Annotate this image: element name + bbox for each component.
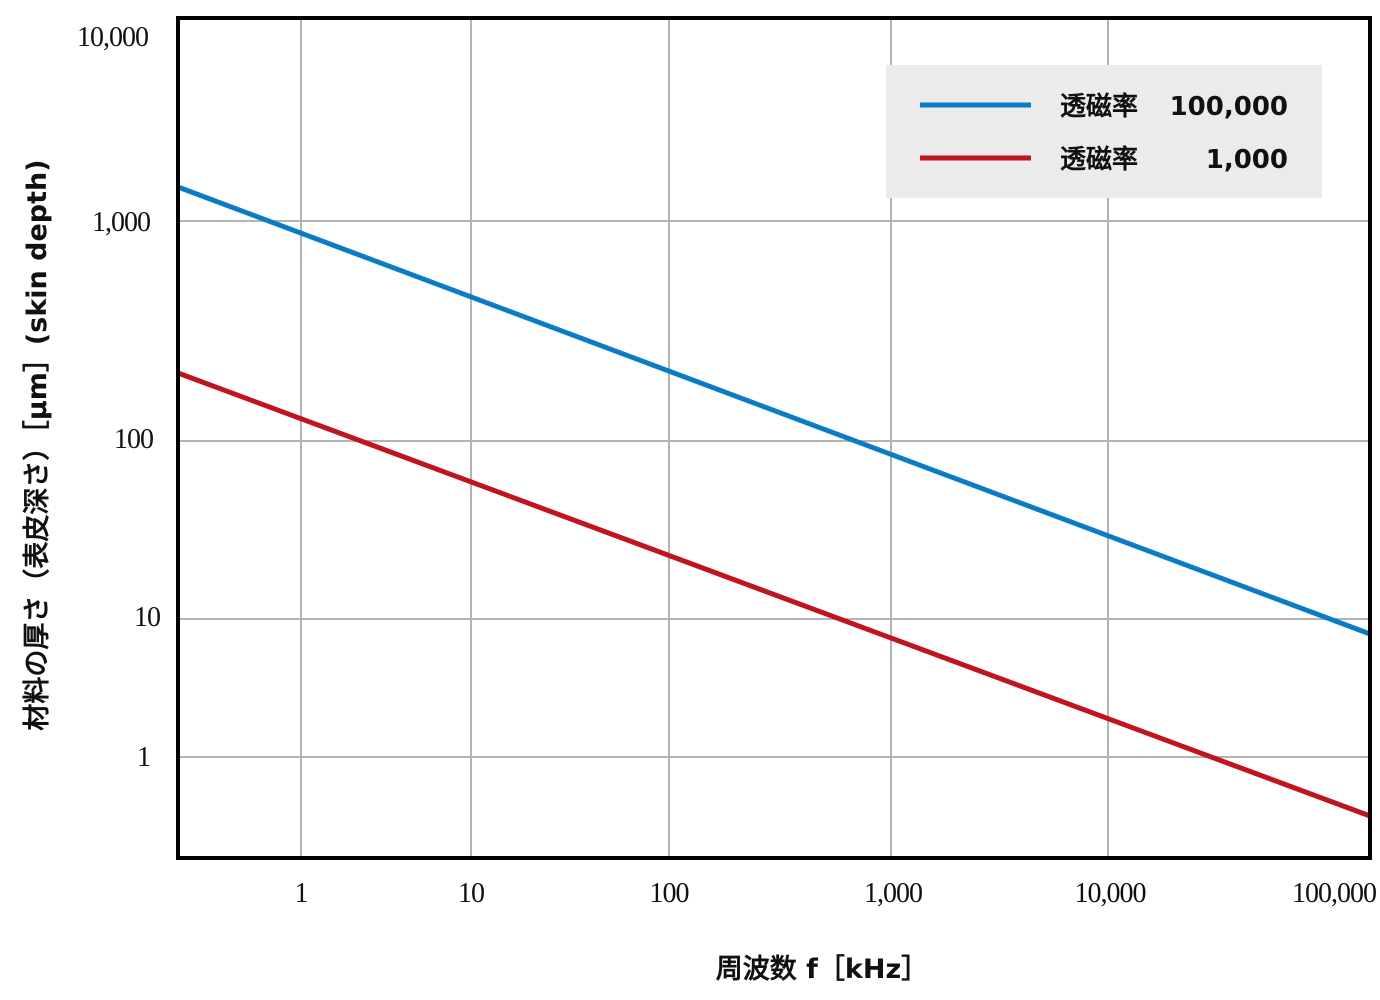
y-axis-title: 材料の厚さ（表皮深さ）［μm］(skin depth) [22, 159, 53, 730]
y-tick-100: 100 [114, 424, 153, 455]
x-tick-1000: 1,000 [864, 878, 922, 909]
x-tick-100: 100 [650, 878, 689, 909]
x-axis-title: 周波数 f［kHz］ [716, 954, 928, 985]
y-gridlines [178, 220, 1370, 758]
legend-label-2: 透磁率 [1060, 144, 1138, 175]
x-tick-10000: 10,000 [1075, 878, 1146, 909]
x-tick-labels: 1 10 100 1,000 10,000 100,000 [295, 878, 1378, 909]
legend-value-2: 1,000 [1206, 145, 1288, 175]
x-tick-100000: 100,000 [1292, 878, 1376, 909]
legend-label-1: 透磁率 [1060, 91, 1138, 122]
y-tick-1: 1 [137, 742, 150, 773]
y-tick-labels: 10,000 1,000 100 10 1 [77, 22, 161, 773]
x-tick-1: 1 [295, 878, 308, 909]
plot-frame [176, 16, 1372, 860]
y-tick-10000: 10,000 [77, 22, 148, 53]
y-tick-10: 10 [134, 602, 160, 633]
y-tick-1000: 1,000 [92, 207, 150, 238]
series-line-permeability-100000 [177, 184, 1371, 637]
legend: 透磁率 100,000 透磁率 1,000 [886, 65, 1322, 198]
series-line-permeability-1000 [177, 370, 1371, 819]
legend-value-1: 100,000 [1170, 92, 1288, 122]
legend-box [886, 65, 1322, 198]
x-tick-10: 10 [458, 878, 484, 909]
